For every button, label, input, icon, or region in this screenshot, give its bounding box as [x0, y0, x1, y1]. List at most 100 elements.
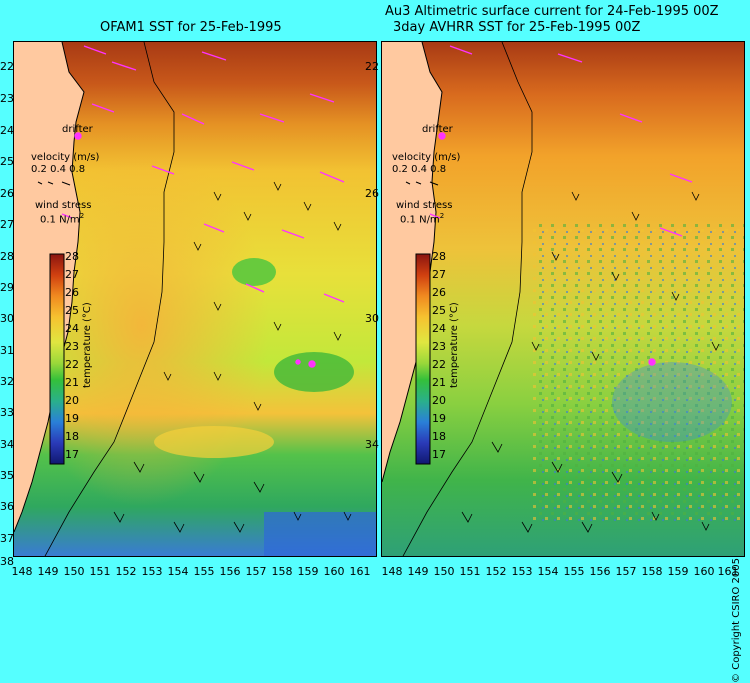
cbar-tick: 18: [65, 430, 79, 443]
colorbar: [415, 253, 431, 465]
lat-tick: 37: [0, 532, 14, 545]
lat-tick: 24: [0, 124, 14, 137]
cbar-tick: 17: [65, 448, 79, 461]
lon-tick: 152: [485, 565, 507, 578]
lat-tick: 26: [365, 187, 379, 200]
cbar-tick: 22: [432, 358, 446, 371]
cbar-tick: 22: [65, 358, 79, 371]
cbar-tick: 23: [65, 340, 79, 353]
cbar-tick: 26: [432, 286, 446, 299]
right-map-panel: [381, 41, 745, 557]
lon-tick: 157: [245, 565, 267, 578]
velocity-scale-left: 0.2 0.4 0.8: [31, 164, 86, 175]
cbar-tick: 24: [65, 322, 79, 335]
land-mass: [14, 42, 84, 532]
lat-tick: 33: [0, 406, 14, 419]
lon-tick: 150: [63, 565, 85, 578]
lon-tick: 157: [615, 565, 637, 578]
wind-value-right: 0.1 N/m2: [400, 212, 444, 225]
drifter-label-right: drifter: [422, 124, 453, 135]
lat-tick: 26: [0, 187, 14, 200]
lon-tick: 151: [89, 565, 111, 578]
lon-tick: 149: [37, 565, 59, 578]
lon-tick: 153: [141, 565, 163, 578]
lat-tick: 36: [0, 500, 14, 513]
colorbar-label-left: temperature (°C): [82, 302, 93, 388]
colorbar: [49, 253, 65, 465]
cbar-tick: 26: [65, 286, 79, 299]
drifter-label-left: drifter: [62, 124, 93, 135]
cbar-tick: 27: [65, 268, 79, 281]
lon-tick: 156: [589, 565, 611, 578]
wind-title-right: wind stress: [396, 200, 453, 211]
lat-tick: 34: [0, 438, 14, 451]
lon-tick: 155: [563, 565, 585, 578]
lat-tick: 34: [365, 438, 379, 451]
lon-tick: 148: [11, 565, 33, 578]
lat-tick: 28: [0, 250, 14, 263]
lon-tick: 153: [511, 565, 533, 578]
lat-tick: 30: [365, 312, 379, 325]
left-panel-title: OFAM1 SST for 25-Feb-1995: [100, 20, 282, 35]
cbar-tick: 28: [432, 250, 446, 263]
lat-tick: 25: [0, 155, 14, 168]
lat-tick: 27: [0, 218, 14, 231]
cbar-tick: 20: [65, 394, 79, 407]
right-panel-title-line1: Au3 Altimetric surface current for 24-Fe…: [385, 4, 719, 19]
lon-tick: 151: [459, 565, 481, 578]
lat-tick: 30: [0, 312, 14, 325]
lon-tick: 150: [433, 565, 455, 578]
cbar-tick: 25: [65, 304, 79, 317]
lat-tick: 22: [365, 60, 379, 73]
right-sst-map: [382, 42, 744, 556]
wind-unit-sup: 2: [79, 212, 85, 220]
lon-tick: 159: [667, 565, 689, 578]
lon-tick: 158: [271, 565, 293, 578]
lon-tick: 154: [167, 565, 189, 578]
lon-tick: 154: [537, 565, 559, 578]
lat-tick: 23: [0, 92, 14, 105]
cbar-tick: 21: [65, 376, 79, 389]
lat-tick: 32: [0, 375, 14, 388]
lon-tick: 161: [717, 565, 739, 578]
lat-tick: 22: [0, 60, 14, 73]
lon-tick: 155: [193, 565, 215, 578]
velocity-scale-right: 0.2 0.4 0.8: [392, 164, 447, 175]
velocity-title-right: velocity (m/s): [392, 152, 461, 163]
cbar-tick: 21: [432, 376, 446, 389]
cbar-tick: 19: [65, 412, 79, 425]
cbar-tick: 25: [432, 304, 446, 317]
lon-tick: 149: [407, 565, 429, 578]
cbar-tick: 17: [432, 448, 446, 461]
land-mass: [382, 42, 442, 482]
wind-unit-sup: 2: [439, 212, 445, 220]
lat-tick: 38: [0, 555, 14, 568]
cbar-tick: 18: [432, 430, 446, 443]
colorbar-label-right: temperature (°C): [449, 302, 460, 388]
cbar-tick: 23: [432, 340, 446, 353]
copyright-text: © Copyright CSIRO 2005: [731, 558, 742, 683]
lat-tick: 31: [0, 344, 14, 357]
cbar-tick: 20: [432, 394, 446, 407]
lon-tick: 161: [349, 565, 371, 578]
cbar-tick: 24: [432, 322, 446, 335]
lon-tick: 158: [641, 565, 663, 578]
left-sst-map: [14, 42, 376, 556]
lat-tick: 35: [0, 469, 14, 482]
cbar-tick: 27: [432, 268, 446, 281]
lon-tick: 148: [381, 565, 403, 578]
velocity-title-left: velocity (m/s): [31, 152, 100, 163]
lat-tick: 29: [0, 281, 14, 294]
wind-value-left: 0.1 N/m2: [40, 212, 84, 225]
cbar-tick: 28: [65, 250, 79, 263]
lon-tick: 159: [297, 565, 319, 578]
wind-value-text: 0.1 N/m: [40, 214, 80, 226]
wind-value-text: 0.1 N/m: [400, 214, 440, 226]
cbar-tick: 19: [432, 412, 446, 425]
lon-tick: 160: [323, 565, 345, 578]
lon-tick: 152: [115, 565, 137, 578]
right-panel-title-line2: 3day AVHRR SST for 25-Feb-1995 00Z: [393, 20, 641, 35]
lon-tick: 160: [693, 565, 715, 578]
left-map-panel: [13, 41, 377, 557]
lon-tick: 156: [219, 565, 241, 578]
